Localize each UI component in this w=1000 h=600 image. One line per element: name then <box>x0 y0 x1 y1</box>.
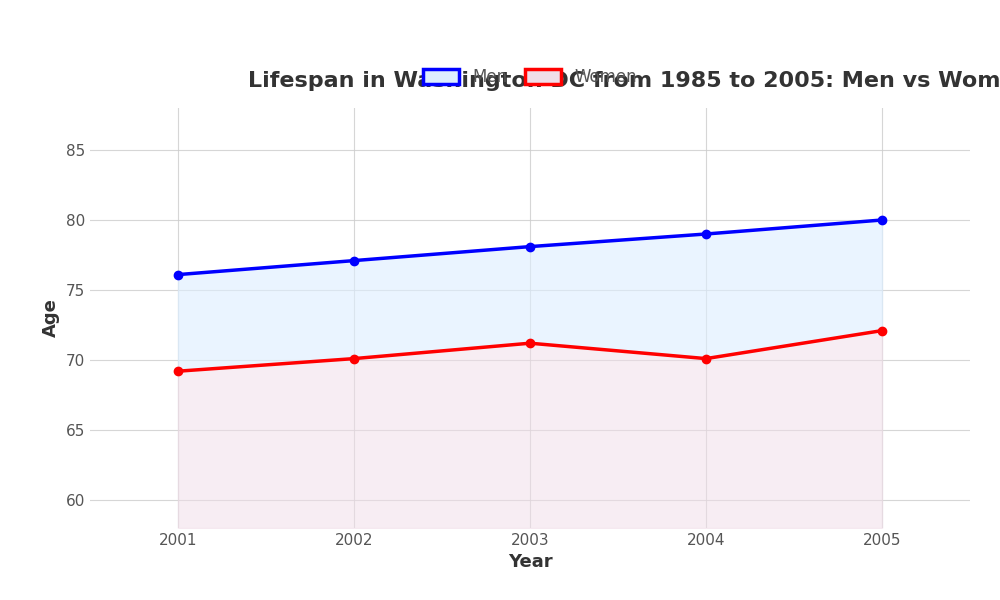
X-axis label: Year: Year <box>508 553 552 571</box>
Legend: Men, Women: Men, Women <box>416 62 644 93</box>
Text: Lifespan in Washington DC from 1985 to 2005: Men vs Women: Lifespan in Washington DC from 1985 to 2… <box>248 71 1000 91</box>
Y-axis label: Age: Age <box>42 299 60 337</box>
